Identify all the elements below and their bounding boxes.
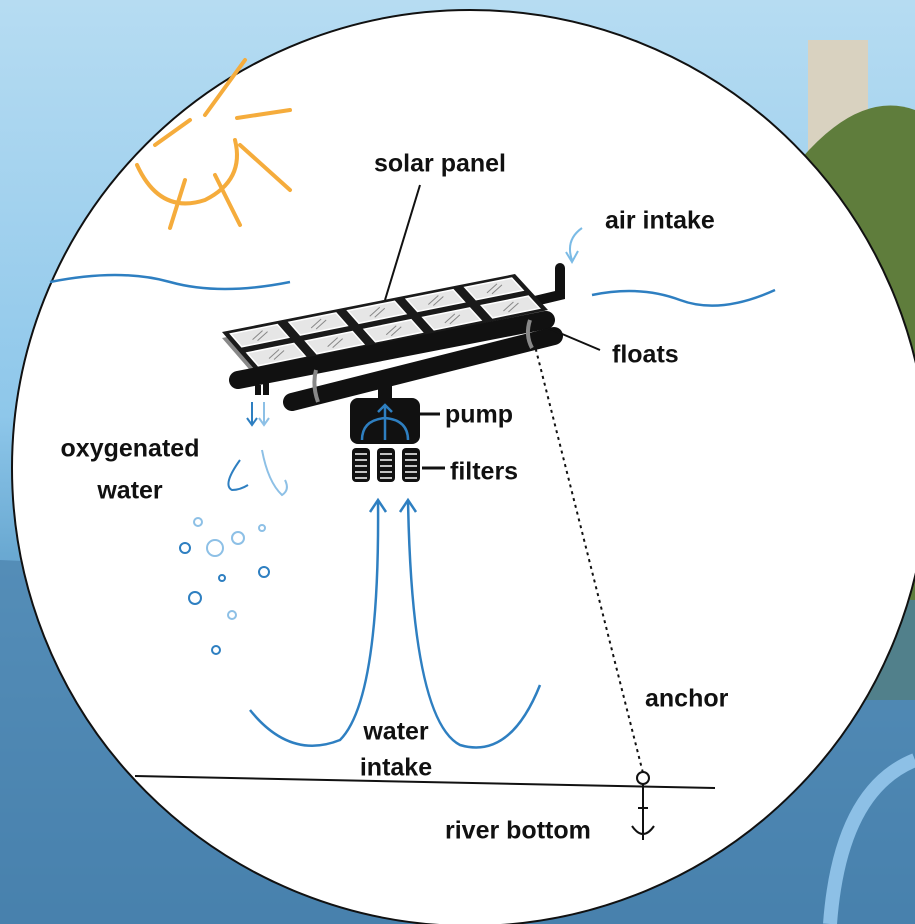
- diagram: solar panel air intake floats pump filte…: [0, 0, 915, 924]
- label: river bottom: [445, 817, 591, 845]
- label: water: [96, 477, 163, 505]
- filters: [352, 448, 420, 482]
- label: oxygenated: [61, 435, 200, 463]
- filter: [377, 448, 395, 482]
- label: intake: [360, 754, 432, 782]
- label: anchor: [645, 685, 729, 713]
- anchor-ring: [637, 772, 649, 784]
- filter: [352, 448, 370, 482]
- label: water: [362, 718, 429, 746]
- label: filters: [450, 458, 518, 486]
- pump-stem: [378, 380, 392, 400]
- label: floats: [612, 341, 679, 369]
- label: pump: [445, 401, 513, 429]
- label: solar panel: [374, 150, 506, 178]
- label: air intake: [605, 207, 715, 235]
- filter: [402, 448, 420, 482]
